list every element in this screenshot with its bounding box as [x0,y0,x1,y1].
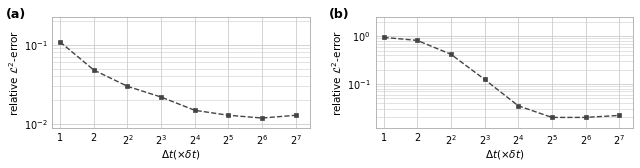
Y-axis label: relative $\mathcal{L}^2$-error: relative $\mathcal{L}^2$-error [330,30,344,116]
Text: (a): (a) [6,8,26,22]
X-axis label: $\Delta t(\times\delta t)$: $\Delta t(\times\delta t)$ [161,148,200,161]
Text: (b): (b) [330,8,350,22]
Y-axis label: relative $\mathcal{L}^2$-error: relative $\mathcal{L}^2$-error [7,30,20,116]
X-axis label: $\Delta t(\times\delta t)$: $\Delta t(\times\delta t)$ [484,148,524,161]
